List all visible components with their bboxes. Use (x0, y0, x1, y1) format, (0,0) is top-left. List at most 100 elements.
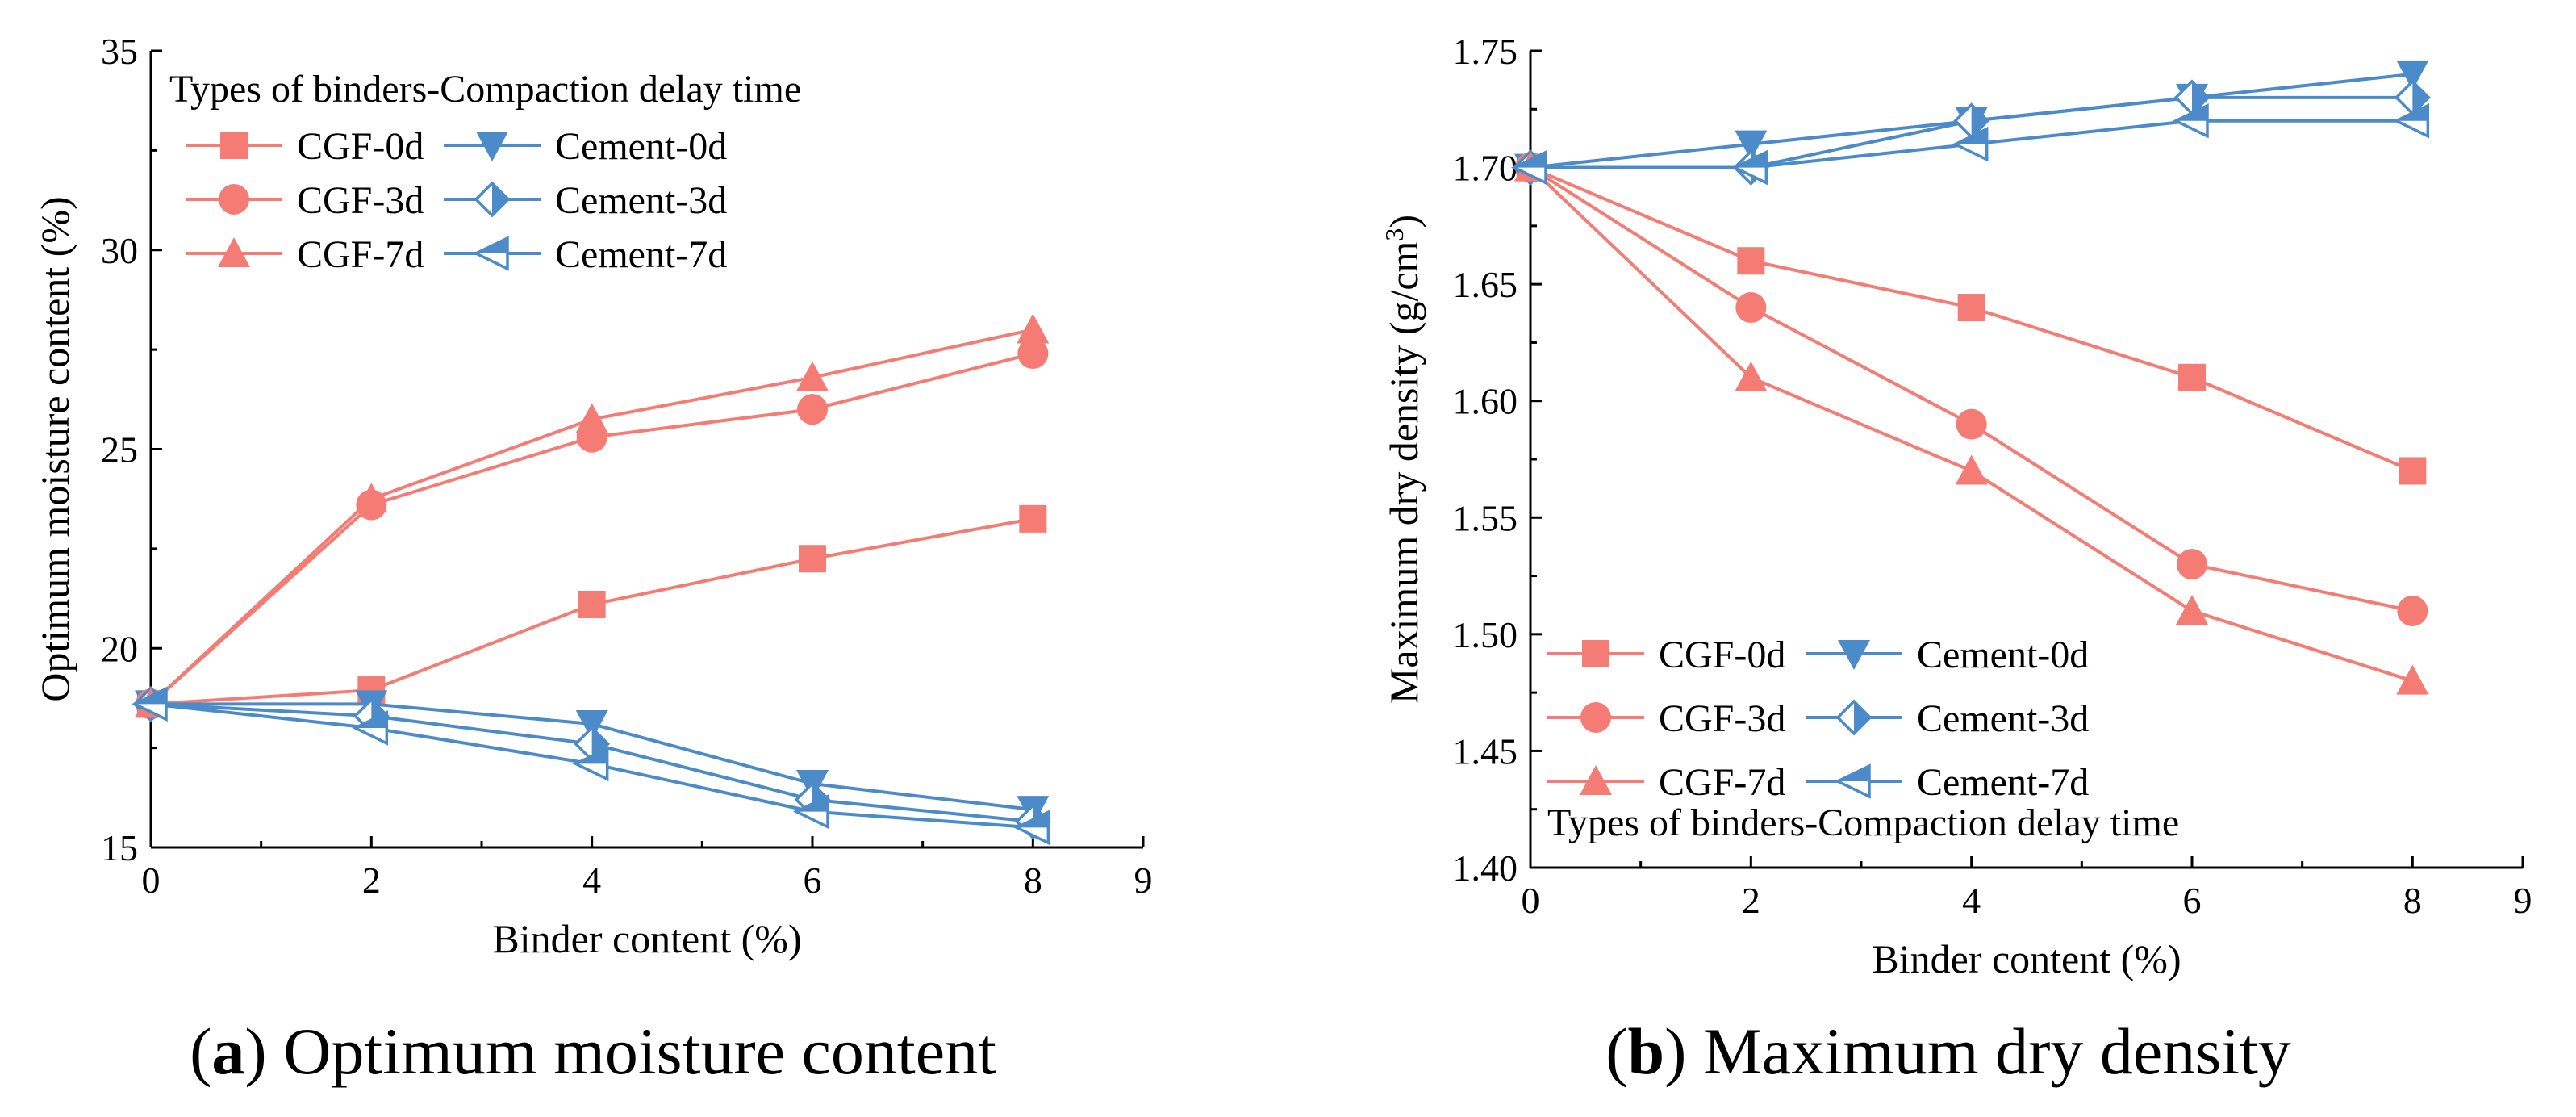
data-point-cgf-7d (796, 361, 829, 391)
x-tick-label: 9 (2514, 880, 2532, 921)
legend-label: Cement-0d (1917, 634, 2089, 676)
data-point-cgf-3d (2177, 549, 2207, 580)
legend-marker-cement-7d (1835, 763, 1871, 799)
y-tick-label: 20 (101, 628, 138, 669)
data-point-cement-7d (2393, 102, 2430, 139)
legend-marker-cement-7d (473, 236, 509, 271)
legend-label: Cement-7d (1917, 761, 2089, 804)
data-point-cement-7d (793, 793, 829, 830)
legend-marker-cement-3d (474, 181, 511, 218)
legend-label: Cement-0d (555, 125, 727, 168)
data-point-cgf-7d (1955, 454, 1988, 485)
series-line-cgf-3d (1529, 165, 2413, 613)
data-point-cement-0d (1735, 130, 1768, 161)
legend-item-cement-3d: Cement-3d (444, 179, 727, 222)
series-cement-7d (132, 686, 1050, 846)
legend-label: Cement-3d (555, 179, 727, 222)
legend-title: Types of binders-Compaction delay time (169, 68, 801, 111)
y-tick-label: 1.70 (1453, 148, 1518, 189)
x-tick-label: 2 (1742, 880, 1760, 921)
legend-item-cement-7d: Cement-7d (444, 233, 727, 276)
y-tick-label: 1.75 (1453, 31, 1518, 72)
data-point-cgf-3d (1017, 338, 1049, 370)
x-axis-title: Binder content (%) (1872, 936, 2181, 981)
series-cgf-7d (135, 313, 1050, 718)
legend-marker-cement-0d (476, 132, 508, 161)
legend-marker-cgf-0d (220, 132, 248, 159)
data-point-cgf-3d (2397, 595, 2428, 626)
data-point-cgf-7d (2396, 664, 2429, 695)
x-tick-label: 6 (804, 860, 822, 901)
data-point-cgf-0d (2399, 457, 2427, 485)
legend-label: Cement-7d (555, 233, 727, 276)
data-point-cgf-3d (1735, 292, 1767, 324)
y-tick-label: 15 (101, 827, 138, 868)
x-tick-label: 2 (362, 860, 381, 901)
legend-marker-cement-0d (1838, 640, 1870, 670)
x-axis-title: Binder content (%) (492, 916, 801, 961)
data-point-cement-7d (2173, 102, 2209, 139)
data-point-cement-7d (352, 710, 389, 746)
y-tick-label: 1.45 (1453, 730, 1518, 772)
legend-marker-cgf-7d (218, 237, 250, 267)
data-point-cgf-3d (797, 394, 828, 425)
legend-item-cgf-0d: CGF-0d (186, 125, 424, 168)
chart-optimum-moisture-content: 0 2 4 6 8 9 15 20 25 30 35 Binder content (%) Optimu… (32, 31, 1153, 961)
y-tick-label: 1.55 (1453, 497, 1518, 538)
series-cgf-3d (136, 338, 1049, 720)
data-point-cgf-0d (799, 545, 826, 573)
x-tick-label: 8 (2403, 880, 2422, 921)
data-point-cement-0d (2396, 60, 2429, 90)
y-axis-title: Optimum moisture content (%) (32, 196, 77, 701)
data-point-cgf-0d (1957, 294, 1985, 322)
legend-item-cement-0d: Cement-0d (444, 125, 727, 168)
data-point-cement-7d (1511, 149, 1547, 186)
series-cgf-0d (137, 504, 1047, 718)
data-point-cgf-7d (1735, 361, 1768, 391)
data-point-cgf-7d (1017, 313, 1050, 344)
x-tick-label: 4 (1962, 880, 1981, 921)
y-tick-label: 1.50 (1453, 614, 1518, 655)
data-point-cgf-7d (2176, 594, 2208, 625)
data-point-cement-7d (1731, 149, 1768, 186)
caption-a: (a) Optimum moisture content (190, 1015, 996, 1088)
legend-item-cement-3d: Cement-3d (1806, 697, 2089, 740)
x-tick-label: 0 (1522, 880, 1540, 921)
series-cement-7d (1511, 102, 2430, 186)
legend-label: CGF-0d (297, 125, 424, 168)
legend-title: Types of binders-Compaction delay time (1547, 801, 2179, 844)
x-tick-label: 4 (582, 860, 601, 901)
series-cgf-3d (1515, 152, 2428, 626)
y-tick-label: 1.60 (1453, 381, 1518, 422)
series-cgf-0d (1517, 153, 2427, 485)
chart-maximum-dry-density: 0 2 4 6 8 9 1.40 1.45 1.50 1.55 1.60 1.65 1.70 1.75 Bi… (1380, 31, 2532, 981)
data-point-cement-0d (575, 710, 608, 741)
legend: Types of binders-Compaction delay time CG… (169, 68, 801, 276)
legend-marker-cgf-0d (1582, 640, 1609, 667)
legend-label: CGF-7d (297, 233, 424, 276)
legend-label: CGF-0d (1659, 634, 1785, 676)
legend-item-cgf-3d: CGF-3d (1547, 697, 1785, 740)
data-point-cgf-0d (578, 590, 606, 618)
legend-item-cgf-7d: CGF-7d (1547, 761, 1785, 804)
y-tick-label: 30 (101, 230, 138, 271)
legend-label: CGF-3d (297, 179, 424, 222)
legend-marker-cgf-7d (1580, 765, 1612, 795)
legend-item-cgf-7d: CGF-7d (186, 233, 424, 276)
data-point-cgf-7d (355, 483, 388, 513)
y-tick-label: 25 (101, 429, 138, 471)
y-axis-title: Maximum dry density (g/cm3) (1380, 215, 1426, 704)
data-point-cgf-7d (575, 403, 608, 433)
data-point-cement-7d (1952, 126, 1989, 162)
data-point-cement-7d (1013, 810, 1050, 846)
data-point-cement-7d (572, 746, 609, 782)
x-tick-label: 0 (142, 860, 161, 901)
x-tick-label: 9 (1134, 860, 1153, 901)
data-point-cgf-0d (1737, 247, 1765, 275)
legend-label: Cement-3d (1917, 697, 2089, 740)
y-tick-label: 35 (101, 31, 138, 72)
x-tick-label: 6 (2183, 880, 2202, 921)
legend-item-cement-7d: Cement-7d (1806, 761, 2089, 804)
legend-marker-cgf-3d (219, 184, 249, 215)
